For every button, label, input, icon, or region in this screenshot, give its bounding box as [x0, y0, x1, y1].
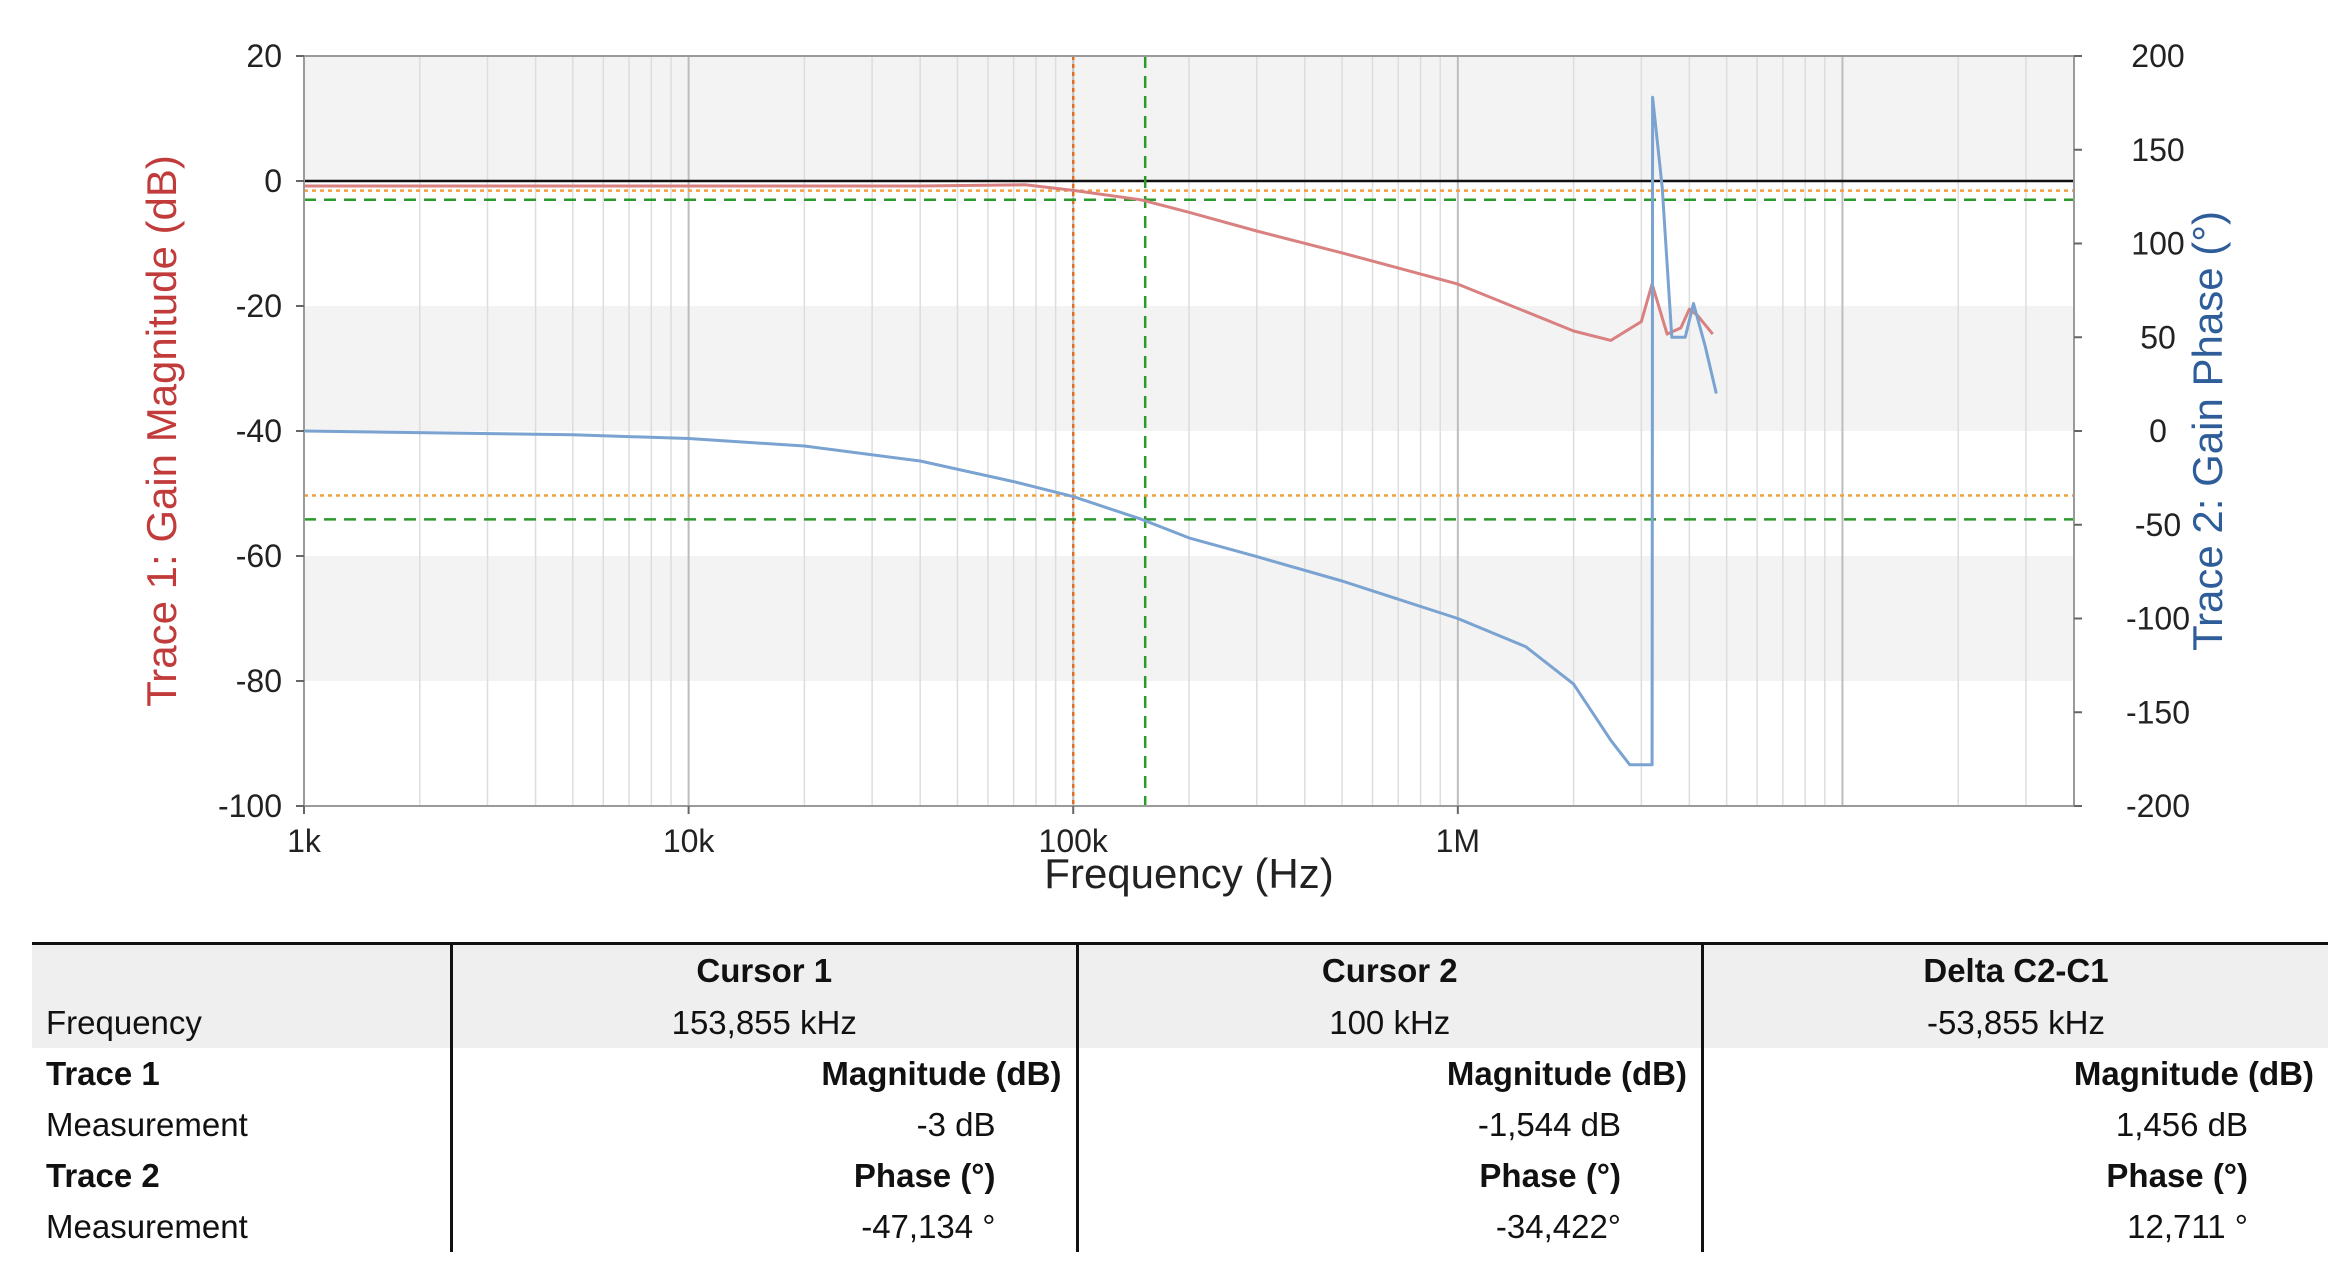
table-cell: 100 kHz: [1075, 997, 1703, 1048]
y-tick-label-right: -150: [2126, 694, 2190, 730]
y-tick-label-right: 100: [2131, 226, 2184, 262]
table-cell: 12,711 °: [1701, 1201, 2328, 1252]
y-axis-label-left: Trace 1: Gain Magnitude (dB): [138, 155, 185, 707]
series-line-gain-magnitude: [304, 183, 1714, 342]
left-axis-ticks: 20 0 -20 -40 -60 -80 -100: [218, 38, 304, 824]
table-header-cell: Cursor 1: [450, 942, 1077, 997]
table-cell: Phase (°): [450, 1150, 1077, 1201]
series-lines: [303, 95, 1718, 767]
table-cell: Phase (°): [1075, 1150, 1703, 1201]
table-cell: -1,544 dB: [1075, 1099, 1703, 1150]
right-axis-ticks: 200 150 100 50 0 -50 -100 -150 -200: [2074, 38, 2190, 824]
table-header-row: Cursor 1 Cursor 2 Delta C2-C1: [32, 942, 2328, 997]
y-tick-label-left: -80: [236, 663, 282, 699]
y-tick-label-left: 20: [246, 38, 282, 74]
table-header-cell: Cursor 2: [1075, 942, 1703, 997]
y-tick-label-right: -100: [2126, 601, 2190, 637]
y-tick-label-left: -40: [236, 413, 282, 449]
row-label: Trace 2: [46, 1156, 160, 1194]
table-cell: Magnitude (dB): [450, 1048, 1077, 1099]
x-tick-label: 10k: [663, 823, 716, 859]
table-header-cell: [32, 942, 452, 997]
table-row-measurement2: Measurement -47,134 ° -34,422° 12,711 °: [32, 1201, 2328, 1252]
x-tick-label: 1M: [1436, 823, 1480, 859]
y-tick-label-right: -200: [2126, 788, 2190, 824]
table-header-cell: Delta C2-C1: [1701, 942, 2328, 997]
cursor-table: Cursor 1 Cursor 2 Delta C2-C1 Frequency …: [32, 942, 2328, 1252]
y-tick-label-right: -50: [2135, 507, 2181, 543]
y-tick-label-right: 200: [2131, 38, 2184, 74]
row-label: Trace 1: [46, 1054, 160, 1092]
x-tick-label: 100k: [1039, 823, 1109, 859]
y-tick-label-left: 0: [264, 163, 282, 199]
y-tick-label-left: -60: [236, 538, 282, 574]
table-row-measurement1: Measurement -3 dB -1,544 dB 1,456 dB: [32, 1099, 2328, 1150]
row-label: Measurement: [46, 1207, 248, 1245]
row-label: Frequency: [32, 997, 452, 1048]
x-axis-label: Frequency (Hz): [1044, 850, 1333, 897]
table-cell: Magnitude (dB): [1701, 1048, 2328, 1099]
table-row-trace2: Trace 2 Phase (°) Phase (°) Phase (°): [32, 1150, 2328, 1201]
table-cell: Magnitude (dB): [1075, 1048, 1703, 1099]
table-cell: -3 dB: [450, 1099, 1077, 1150]
y-tick-label-left: -100: [218, 788, 282, 824]
table-cell: -53,855 kHz: [1701, 997, 2328, 1048]
cursor-lines: [304, 56, 2074, 806]
y-tick-label-right: 150: [2131, 132, 2184, 168]
table-row-trace1: Trace 1 Magnitude (dB) Magnitude (dB) Ma…: [32, 1048, 2328, 1099]
table-cell: -47,134 °: [450, 1201, 1077, 1252]
table-cell: 1,456 dB: [1701, 1099, 2328, 1150]
series-line-gain-phase: [303, 95, 1718, 767]
table-row-frequency: Frequency 153,855 kHz 100 kHz -53,855 kH…: [32, 997, 2328, 1048]
table-cell: -34,422°: [1075, 1201, 1703, 1252]
y-tick-label-left: -20: [236, 288, 282, 324]
row-label: Measurement: [46, 1105, 248, 1143]
table-cell: Phase (°): [1701, 1150, 2328, 1201]
y-axis-label-right: Trace 2: Gain Phase (°): [2184, 211, 2231, 651]
x-tick-label: 1k: [287, 823, 322, 859]
x-axis-ticks: 1k 10k 100k 1M: [287, 806, 1480, 859]
bode-plot: 200-20-40-60-80-100 200150100500-50-100-…: [138, 38, 2231, 897]
table-cell: 153,855 kHz: [450, 997, 1077, 1048]
y-tick-label-right: 50: [2140, 319, 2176, 355]
y-tick-label-right: 0: [2149, 413, 2167, 449]
